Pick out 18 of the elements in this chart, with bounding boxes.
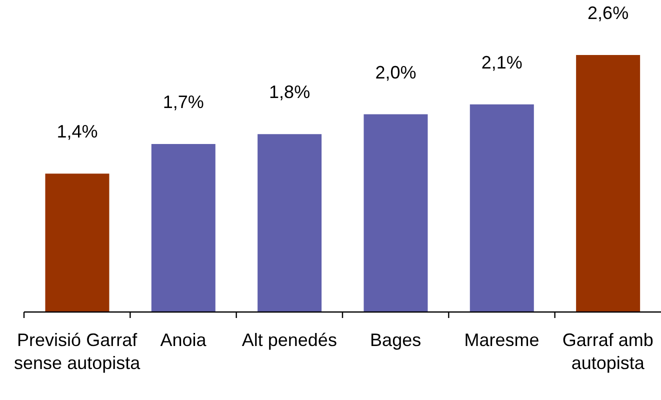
bar xyxy=(364,114,428,312)
bar xyxy=(470,104,534,312)
data-label: 1,8% xyxy=(269,82,310,102)
x-tick-label: Bages xyxy=(370,330,422,350)
data-label: 2,1% xyxy=(481,52,522,72)
bar xyxy=(576,55,640,312)
x-tick-label: Maresme xyxy=(464,330,540,350)
x-tick-label: Alt penedés xyxy=(242,330,337,350)
data-label: 2,6% xyxy=(588,3,629,23)
x-tick-label: Garraf amb autopista xyxy=(562,330,654,373)
x-tick-label: Anoia xyxy=(160,330,208,350)
bar xyxy=(258,134,322,312)
data-label: 1,7% xyxy=(162,92,204,112)
data-label: 2,0% xyxy=(375,62,416,82)
bar xyxy=(151,144,216,312)
bar xyxy=(45,174,110,312)
x-tick-label: Previsió Garraf sense autopista xyxy=(14,330,142,373)
data-label: 1,4% xyxy=(56,122,98,142)
